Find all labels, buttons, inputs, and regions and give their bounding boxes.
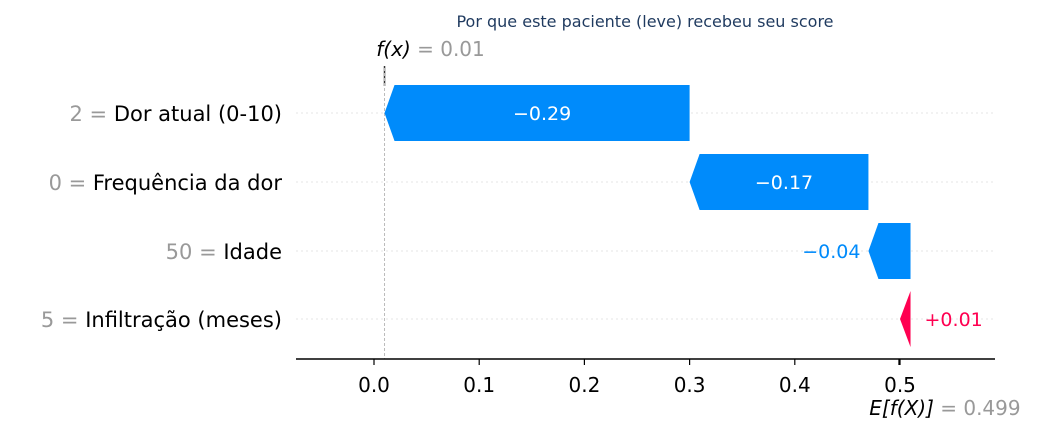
feature-name: Idade [223, 240, 282, 264]
feature-label: 0 = Frequência da dor [49, 171, 283, 195]
feature-value: 0 = [49, 171, 93, 195]
feature-value: 2 = [70, 102, 114, 126]
feature-labels: 2 = Dor atual (0-10) 0 = Frequência da do… [41, 102, 282, 332]
fx-symbol: f(x) [376, 37, 410, 61]
bar-value-label: −0.04 [802, 241, 860, 263]
ex-symbol: E[f(X)] [869, 396, 934, 420]
x-axis: 0.0 0.1 0.2 0.3 0.4 0.5 [296, 358, 995, 397]
x-tick-label: 0.2 [568, 373, 600, 397]
bar-2 [689, 154, 869, 210]
feature-name: Dor atual (0-10) [114, 102, 282, 126]
x-tick-label: 0.5 [884, 373, 916, 397]
fx-value: = 0.01 [411, 37, 485, 61]
x-tick-label: 0.3 [674, 373, 706, 397]
feature-name: Infiltração (meses) [85, 308, 282, 332]
feature-value: 5 = [41, 308, 85, 332]
fx-label: f(x) = 0.01 [376, 37, 485, 61]
feature-name: Frequência da dor [93, 171, 282, 195]
chart-title: Por que este paciente (leve) recebeu seu… [456, 12, 833, 31]
bar-4 [900, 291, 911, 347]
ex-value: = 0.499 [934, 396, 1021, 420]
ex-label: E[f(X)] = 0.499 [869, 396, 1020, 420]
bar-value-label: −0.17 [755, 172, 813, 194]
bars: −0.29 −0.17 −0.04 +0.01 [384, 85, 983, 347]
feature-label: 50 = Idade [166, 240, 282, 264]
feature-label: 5 = Infiltração (meses) [41, 308, 282, 332]
x-tick-label: 0.4 [779, 373, 811, 397]
expected-value-annotation: E[f(X)] = 0.499 [869, 359, 1021, 420]
bar-1 [384, 85, 690, 141]
bar-value-label: +0.01 [925, 309, 983, 331]
fx-annotation: f(x) = 0.01 [376, 37, 485, 86]
x-tick-label: 0.0 [358, 373, 390, 397]
feature-label: 2 = Dor atual (0-10) [70, 102, 282, 126]
bar-value-label: −0.29 [513, 103, 571, 125]
bar-3 [868, 223, 911, 279]
feature-value: 50 = [166, 240, 224, 264]
x-tick-label: 0.1 [463, 373, 495, 397]
